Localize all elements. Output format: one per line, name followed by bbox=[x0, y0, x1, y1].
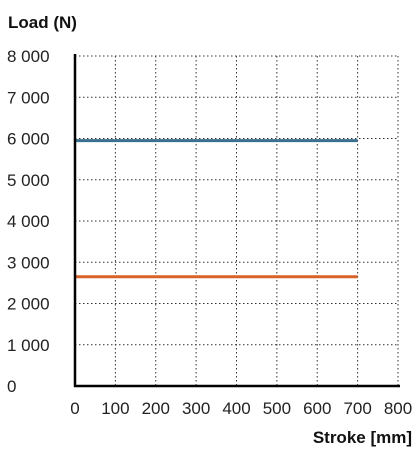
y-tick-label: 4 000 bbox=[7, 212, 50, 231]
y-tick-label: 7 000 bbox=[7, 88, 50, 107]
x-tick-label: 700 bbox=[343, 399, 371, 418]
x-tick-label: 800 bbox=[384, 399, 412, 418]
y-tick-label: 0 bbox=[7, 377, 16, 396]
x-tick-label: 600 bbox=[303, 399, 331, 418]
x-tick-label: 300 bbox=[182, 399, 210, 418]
x-tick-label: 400 bbox=[222, 399, 250, 418]
x-tick-label: 100 bbox=[101, 399, 129, 418]
series-lines bbox=[75, 139, 358, 279]
grid bbox=[75, 55, 399, 386]
y-tick-label: 6 000 bbox=[7, 130, 50, 149]
y-tick-labels: 0 1 000 2 000 3 000 4 000 5 000 6 000 7 000 8 00… bbox=[7, 47, 50, 396]
axes bbox=[73, 54, 400, 388]
y-tick-label: 8 000 bbox=[7, 47, 50, 66]
y-tick-label: 2 000 bbox=[7, 295, 50, 314]
y-tick-label: 5 000 bbox=[7, 171, 50, 190]
y-axis-title: Load (N) bbox=[8, 13, 77, 32]
x-tick-label: 0 bbox=[70, 399, 79, 418]
x-axis-title: Stroke [mm] bbox=[313, 428, 412, 447]
y-tick-label: 3 000 bbox=[7, 253, 50, 272]
x-tick-labels: 0 100 200 300 400 500 600 700 800 bbox=[70, 399, 412, 418]
x-tick-label: 200 bbox=[142, 399, 170, 418]
y-tick-label: 1 000 bbox=[7, 336, 50, 355]
x-tick-label: 500 bbox=[263, 399, 291, 418]
